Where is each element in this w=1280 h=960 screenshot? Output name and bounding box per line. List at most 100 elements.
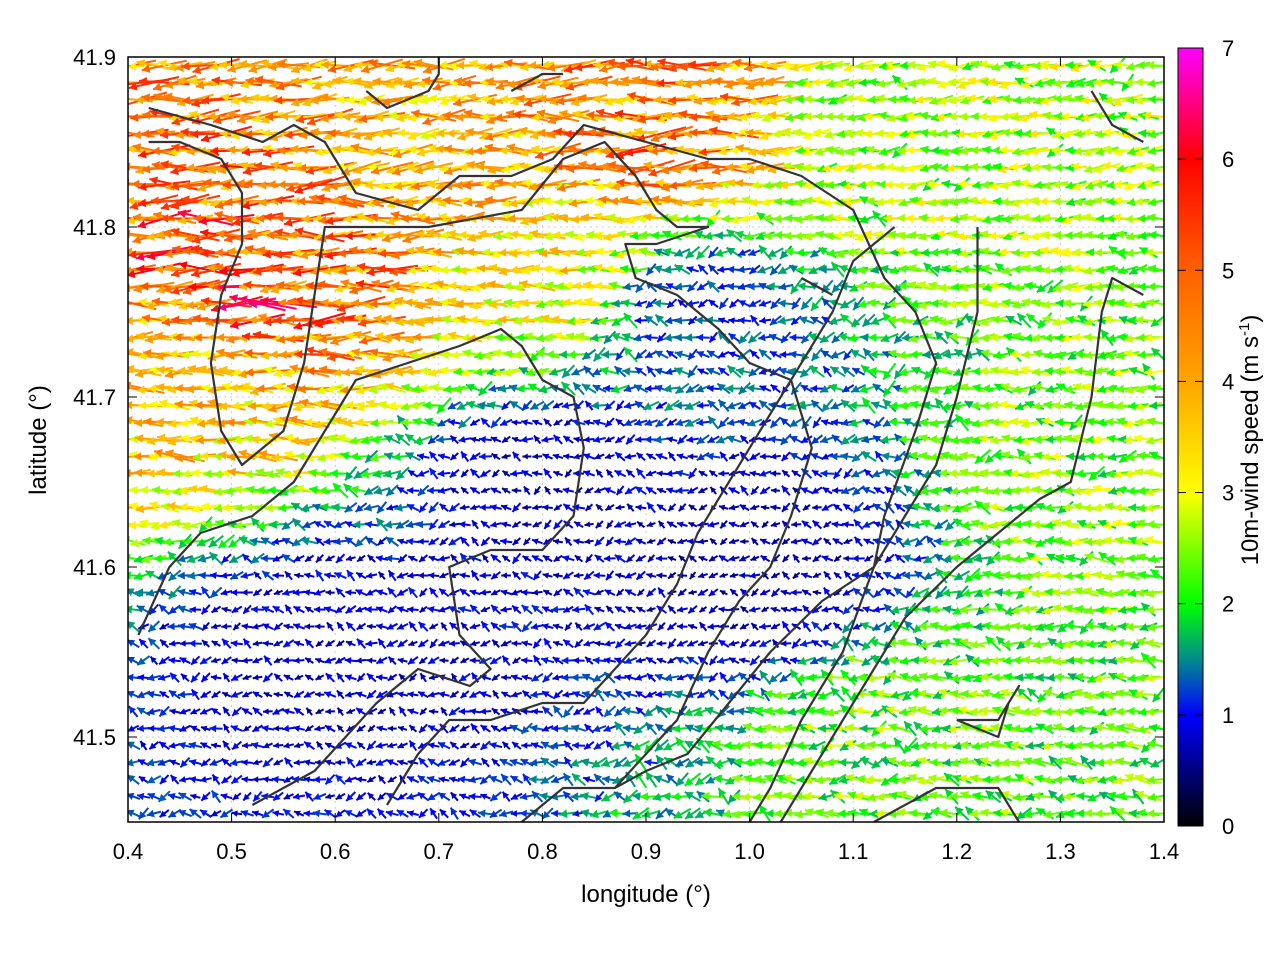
wind-arrow-head xyxy=(230,691,239,698)
wind-arrow-head xyxy=(1056,793,1065,802)
wind-arrow-head xyxy=(428,674,435,681)
wind-arrow-head xyxy=(1074,724,1083,733)
wind-arrow-head xyxy=(992,706,1002,715)
wind-arrow-head xyxy=(1000,790,1010,799)
wind-arrow-head xyxy=(1093,674,1103,683)
wind-arrow-head xyxy=(1135,689,1144,699)
wind-arrow-head xyxy=(979,672,988,682)
wind-arrow-head xyxy=(387,674,395,681)
wind-arrow-head xyxy=(1021,707,1030,716)
wind-arrow-head xyxy=(199,776,207,783)
wind-arrow-head xyxy=(823,623,830,630)
wind-arrow-head xyxy=(737,725,747,734)
wind-arrow-head xyxy=(754,757,763,766)
wind-arrow-head xyxy=(1098,707,1107,717)
wind-arrow-head xyxy=(418,640,426,647)
wind-arrow-head xyxy=(679,555,685,562)
wind-arrow-head xyxy=(919,672,928,681)
wind-arrow-head xyxy=(728,794,737,804)
wind-arrow-head xyxy=(366,691,374,699)
wind-arrow-head xyxy=(1076,792,1085,801)
wind-arrow-head xyxy=(776,774,786,783)
wind-arrow-head xyxy=(1094,809,1103,818)
wind-arrow-head xyxy=(355,589,363,596)
wind-arrow-head xyxy=(1128,689,1138,698)
wind-arrow-head xyxy=(387,725,394,732)
wind-arrow-head xyxy=(502,655,510,663)
wind-arrow-head xyxy=(388,570,396,578)
wind-arrow-head xyxy=(709,555,716,562)
wind-arrow-head xyxy=(243,606,250,614)
wind-arrow-head xyxy=(147,673,155,682)
wind-arrow-head xyxy=(377,708,384,714)
wind-arrow-head xyxy=(1146,707,1155,717)
wind-arrow-head xyxy=(169,708,176,715)
wind-arrow-head xyxy=(971,656,980,665)
wind-arrow-head xyxy=(272,572,279,579)
wind-arrow-head xyxy=(685,810,694,819)
wind-arrow-head xyxy=(356,572,364,579)
wind-arrow-head xyxy=(848,674,858,683)
wind-arrow-head xyxy=(635,691,643,698)
wind-arrow-head xyxy=(312,809,321,818)
wind-arrow-head xyxy=(1062,792,1071,801)
wind-arrow-head xyxy=(128,621,136,630)
wind-arrow-head xyxy=(285,571,292,579)
wind-arrow-head xyxy=(1147,792,1156,802)
wind-arrow-head xyxy=(141,555,151,564)
wind-arrow-head xyxy=(1075,707,1084,716)
wind-arrow-head xyxy=(230,758,238,767)
wind-arrow-head xyxy=(230,640,238,647)
wind-arrow-head xyxy=(499,759,508,766)
wind-arrow-head xyxy=(479,572,486,579)
wind-arrow-head xyxy=(420,708,426,715)
wind-arrow-head xyxy=(730,623,737,629)
wind-arrow-head xyxy=(646,606,653,613)
wind-arrow-head xyxy=(1051,571,1060,580)
wind-arrow-head xyxy=(646,589,654,597)
wind-arrow-head xyxy=(356,725,364,732)
wind-arrow-head xyxy=(1016,590,1026,599)
wind-arrow-head xyxy=(325,589,331,596)
wind-arrow-head xyxy=(159,691,167,698)
wind-arrow-head xyxy=(1027,688,1037,697)
wind-arrow-head xyxy=(502,741,509,749)
wind-arrow-head xyxy=(376,691,384,698)
wind-arrow-head xyxy=(968,689,978,699)
wind-arrow-head xyxy=(1144,673,1154,683)
wind-arrow-head xyxy=(510,793,519,800)
wind-arrow-head xyxy=(919,640,928,649)
wind-arrow-head xyxy=(563,773,572,782)
wind-arrow-head xyxy=(889,775,898,785)
wind-arrow-head xyxy=(985,790,995,799)
wind-arrow-head xyxy=(201,793,209,801)
wind-arrow-head xyxy=(210,589,219,598)
wind-arrow-head xyxy=(366,657,373,664)
wind-arrow-head xyxy=(482,554,489,561)
wind-arrow-head xyxy=(675,759,684,767)
wind-arrow-head xyxy=(250,555,260,564)
wind-arrow-head xyxy=(824,571,831,578)
wind-arrow-head xyxy=(284,692,291,698)
wind-arrow-head xyxy=(512,556,520,564)
wind-arrow-head xyxy=(831,687,840,697)
wind-arrow-head xyxy=(427,606,435,613)
wind-arrow-head xyxy=(825,808,834,818)
wind-arrow-head xyxy=(774,791,783,800)
wind-arrow-head xyxy=(387,587,395,595)
wind-arrow-head xyxy=(501,674,507,681)
wind-arrow-head xyxy=(252,640,259,647)
wind-arrow-head xyxy=(355,776,363,783)
wind-arrow-head xyxy=(168,724,176,733)
wind-arrow-head xyxy=(303,759,311,766)
wind-arrow-head xyxy=(654,673,663,681)
wind-arrow-head xyxy=(283,742,290,749)
wind-arrow-head xyxy=(211,641,219,647)
wind-arrow-head xyxy=(366,759,373,766)
wind-arrow-head xyxy=(862,606,870,613)
wind-arrow-head xyxy=(928,740,938,750)
wind-arrow-head xyxy=(509,758,518,767)
wind-arrow-head xyxy=(451,673,458,680)
wind-arrow-head xyxy=(272,810,280,817)
wind-arrow-head xyxy=(859,808,869,817)
